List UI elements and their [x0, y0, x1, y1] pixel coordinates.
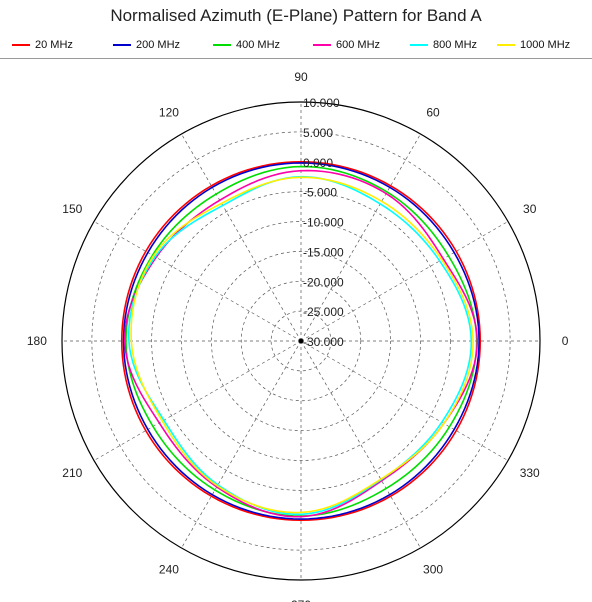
angle-label-240: 240	[159, 563, 179, 577]
angle-labels: 0 30 60 90 120 150 180 210 240 270 300 330	[27, 70, 569, 602]
angle-label-270: 270	[291, 598, 311, 602]
grid-spokes	[62, 102, 540, 580]
grid-spoke-30	[300, 221, 509, 342]
radial-tick-label-8: -30.000	[303, 335, 344, 349]
angle-label-0: 0	[562, 334, 569, 348]
radial-tick-label-6: -20.000	[303, 275, 344, 289]
series-layer	[120, 160, 482, 522]
legend-item-20mhz[interactable]: 20 MHz	[12, 36, 73, 54]
grid-ring-4	[211, 251, 391, 431]
legend-swatch-20mhz	[12, 44, 30, 46]
radial-tick-labels: 10.000 5.000 0.000 -5.000 -10.000 -15.000 -20.…	[303, 96, 344, 349]
radial-tick-label-3: -5.000	[303, 186, 337, 200]
angle-label-150: 150	[62, 202, 82, 216]
legend: 20 MHz 200 MHz 400 MHz 600 MHz 800 MHz 1…	[0, 36, 592, 54]
angle-label-90: 90	[294, 70, 308, 84]
legend-swatch-200mhz	[113, 44, 131, 46]
legend-item-600mhz[interactable]: 600 MHz	[313, 36, 380, 54]
grid-ring-0	[91, 131, 511, 551]
series-line-600-mhz	[123, 169, 479, 518]
center-dot	[298, 338, 304, 344]
grid-spoke-120	[181, 133, 302, 342]
grid-spoke-240	[181, 340, 302, 549]
grid-ring-3	[181, 221, 421, 461]
grid-ring-6	[270, 310, 332, 372]
series-line-1000-mhz	[130, 176, 474, 514]
legend-swatch-800mhz	[410, 44, 428, 46]
radial-tick-label-7: -25.000	[303, 305, 344, 319]
series-line-20-mhz	[120, 160, 482, 522]
legend-label-20mhz: 20 MHz	[35, 39, 73, 51]
grid-spoke-60	[300, 133, 421, 342]
series-line-200-mhz	[122, 162, 480, 520]
grid-spoke-330	[300, 340, 509, 461]
angle-label-120: 120	[159, 105, 179, 119]
legend-label-600mhz: 600 MHz	[336, 39, 381, 51]
angle-label-180: 180	[27, 334, 47, 348]
legend-swatch-600mhz	[313, 44, 331, 46]
legend-swatch-1000mhz	[497, 44, 515, 46]
outer-ring	[61, 101, 541, 581]
legend-swatch-400mhz	[213, 44, 231, 46]
legend-label-200mhz: 200 MHz	[136, 39, 181, 51]
radial-tick-label-4: -10.000	[303, 216, 344, 230]
angle-label-300: 300	[423, 563, 443, 577]
chart-title: Normalised Azimuth (E-Plane) Pattern for…	[110, 6, 482, 25]
grid-ring-2	[151, 191, 451, 491]
legend-label-1000mhz: 1000 MHz	[520, 39, 571, 51]
legend-divider	[0, 58, 592, 59]
grid-ring-5	[240, 280, 362, 402]
angle-label-210: 210	[62, 466, 82, 480]
legend-label-800mhz: 800 MHz	[433, 39, 478, 51]
radial-tick-label-1: 5.000	[303, 126, 333, 140]
radial-tick-label-5: -15.000	[303, 245, 344, 259]
grid-spoke-210	[93, 340, 302, 461]
series-line-400-mhz	[125, 165, 478, 517]
grid-spoke-300	[300, 340, 421, 549]
legend-item-1000mhz[interactable]: 1000 MHz	[497, 36, 570, 54]
angle-label-60: 60	[426, 105, 440, 119]
legend-item-200mhz[interactable]: 200 MHz	[113, 36, 180, 54]
legend-label-400mhz: 400 MHz	[236, 39, 281, 51]
radial-tick-label-0: 10.000	[303, 96, 340, 110]
angle-label-330: 330	[520, 466, 540, 480]
legend-item-400mhz[interactable]: 400 MHz	[213, 36, 280, 54]
legend-item-800mhz[interactable]: 800 MHz	[410, 36, 477, 54]
angle-label-30: 30	[523, 202, 537, 216]
radial-tick-label-2: 0.000	[303, 156, 333, 170]
grid-spoke-150	[93, 221, 302, 342]
